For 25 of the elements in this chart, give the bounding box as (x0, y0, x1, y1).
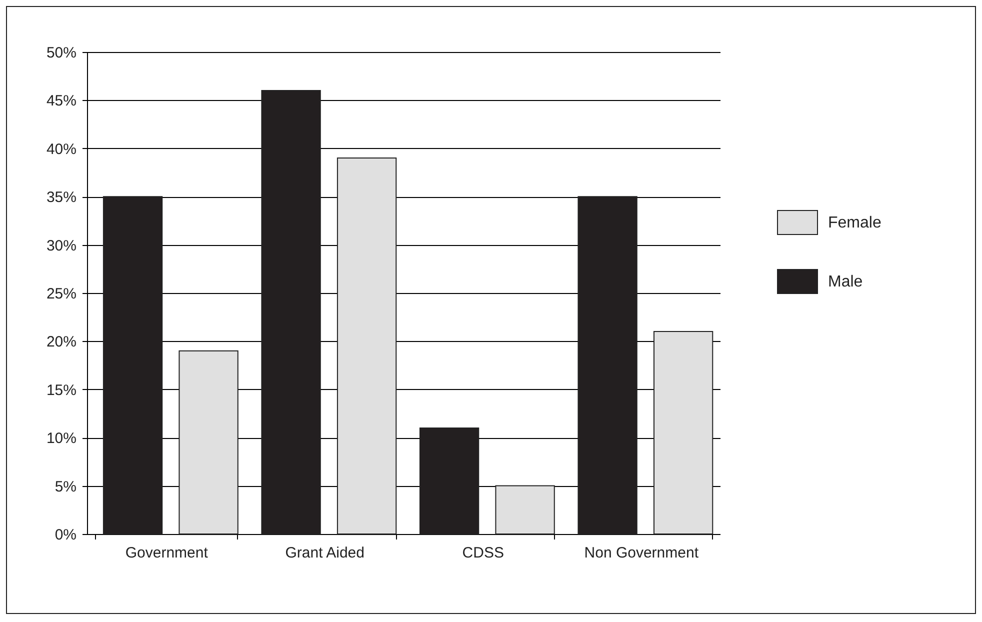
y-tick-label: 10% (46, 430, 76, 448)
y-tick-label: 15% (46, 382, 76, 399)
y-tick-label: 20% (46, 334, 76, 351)
bar (495, 485, 555, 534)
legend-label: Male (828, 274, 863, 290)
y-tick-label: 5% (54, 478, 76, 496)
y-tick-label: 25% (46, 286, 76, 302)
bar (419, 427, 480, 534)
x-tick-label: Government (125, 544, 209, 562)
bar (178, 350, 238, 534)
bar (653, 331, 714, 534)
y-tick-label: 45% (46, 92, 76, 110)
x-tick-label: CDSS (462, 544, 504, 562)
y-tick-label: 50% (46, 44, 76, 62)
y-tick-label: 30% (46, 237, 76, 254)
x-tick-label: Non Government (584, 544, 700, 562)
bar (102, 196, 163, 534)
bar (578, 196, 638, 534)
y-tick-label: 40% (46, 140, 76, 158)
bar (261, 90, 321, 534)
bar (336, 158, 397, 534)
y-tick-label: 35% (46, 189, 76, 206)
x-tick-label: Grant Aided (285, 544, 364, 562)
legend-label: Female (828, 214, 882, 232)
y-tick-label: 0% (54, 526, 76, 544)
